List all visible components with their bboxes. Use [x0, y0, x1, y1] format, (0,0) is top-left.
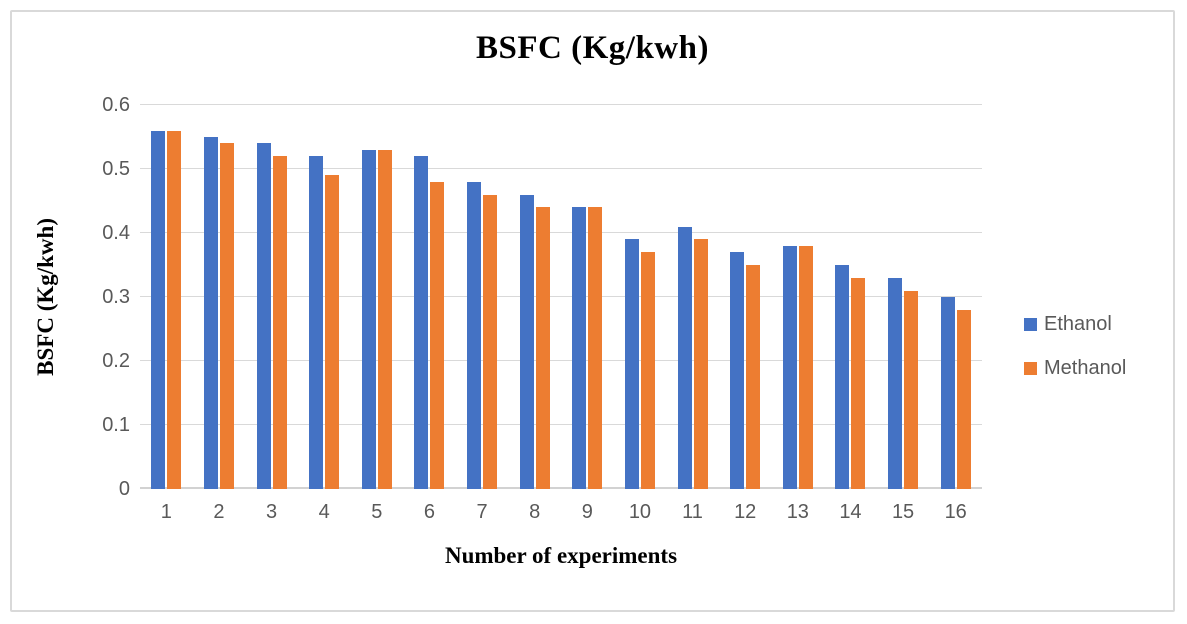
bar-group-11 [666, 105, 719, 489]
y-tick-0.2: 0.2 [102, 350, 130, 372]
bar-group-12 [719, 105, 772, 489]
legend-label-ethanol: Ethanol [1044, 313, 1112, 335]
bar-ethanol-11 [677, 226, 692, 489]
x-tick-3: 3 [266, 501, 278, 523]
bar-ethanol-3 [256, 143, 271, 489]
x-tick-1: 1 [160, 501, 172, 523]
bar-methanol-16 [956, 309, 971, 489]
x-tick-8: 8 [529, 501, 541, 523]
y-axis-ticks: 0 0.1 0.2 0.3 0.4 0.5 0.6 [12, 95, 130, 499]
chart-frame: BSFC (Kg/kwh) BSFC (Kg/kwh) 0 0.1 0.2 0.3 0.… [10, 10, 1175, 612]
bar-ethanol-2 [203, 137, 218, 489]
bar-ethanol-7 [467, 181, 482, 489]
y-tick-0: 0 [118, 478, 130, 500]
bar-methanol-8 [535, 207, 550, 489]
x-tick-14: 14 [839, 501, 862, 523]
bar-methanol-9 [588, 207, 603, 489]
bar-group-13 [772, 105, 825, 489]
x-axis-line [140, 487, 982, 489]
bar-methanol-11 [693, 239, 708, 489]
gridline-0.1 [140, 424, 982, 425]
bar-group-4 [298, 105, 351, 489]
bar-group-3 [245, 105, 298, 489]
bar-group-14 [824, 105, 877, 489]
x-tick-13: 13 [786, 501, 809, 523]
bar-group-10 [614, 105, 667, 489]
bar-group-7 [456, 105, 509, 489]
gridline-0.5 [140, 168, 982, 169]
y-tick-0.5: 0.5 [102, 158, 130, 180]
bar-methanol-15 [904, 290, 919, 489]
bar-group-1 [140, 105, 193, 489]
x-tick-11: 11 [682, 501, 703, 523]
x-axis-title: Number of experiments [444, 543, 678, 568]
bar-group-6 [403, 105, 456, 489]
bar-methanol-2 [219, 143, 234, 489]
bar-ethanol-5 [361, 149, 376, 489]
x-tick-2: 2 [213, 501, 225, 523]
bar-ethanol-15 [888, 277, 903, 489]
bar-group-2 [193, 105, 246, 489]
x-tick-10: 10 [628, 501, 652, 523]
x-tick-16: 16 [944, 501, 967, 523]
bar-ethanol-13 [782, 245, 797, 489]
gridline-0.3 [140, 296, 982, 297]
bar-ethanol-16 [940, 297, 955, 489]
x-tick-6: 6 [423, 501, 435, 523]
bar-group-16 [929, 105, 982, 489]
bar-group-15 [877, 105, 930, 489]
legend: Ethanol Methanol [1024, 313, 1126, 380]
bar-group-5 [351, 105, 404, 489]
bar-methanol-1 [167, 130, 182, 489]
x-tick-5: 5 [371, 501, 383, 523]
x-tick-7: 7 [476, 501, 488, 523]
x-axis-labels: 1 2 3 4 5 6 7 8 9 10 11 12 13 14 15 16 [140, 501, 982, 524]
bar-ethanol-4 [309, 156, 324, 489]
gridline-0.4 [140, 232, 982, 233]
bar-group-9 [561, 105, 614, 489]
methanol-legend-marker-icon [1024, 362, 1037, 375]
chart-title: BSFC (Kg/kwh) [476, 30, 709, 66]
y-tick-0.6: 0.6 [102, 94, 130, 116]
bar-methanol-13 [798, 245, 813, 489]
bar-groups [140, 105, 982, 489]
bar-methanol-5 [377, 149, 392, 489]
bar-ethanol-8 [519, 194, 534, 489]
bar-methanol-3 [272, 156, 287, 489]
bar-methanol-14 [851, 277, 866, 489]
bar-ethanol-10 [624, 239, 639, 489]
bar-ethanol-9 [572, 207, 587, 489]
bar-methanol-4 [325, 175, 340, 489]
bar-methanol-10 [640, 252, 655, 489]
gridline-0.6 [140, 104, 982, 105]
x-tick-15: 15 [891, 501, 915, 523]
x-tick-4: 4 [318, 501, 330, 523]
y-tick-0.3: 0.3 [102, 286, 130, 308]
legend-item-ethanol: Ethanol [1024, 313, 1126, 336]
ethanol-legend-marker-icon [1024, 318, 1037, 331]
bar-methanol-12 [746, 265, 761, 489]
bar-ethanol-1 [151, 130, 166, 489]
bar-group-8 [508, 105, 561, 489]
y-tick-0.4: 0.4 [102, 222, 130, 244]
bar-methanol-6 [430, 181, 445, 489]
x-tick-9: 9 [581, 501, 593, 523]
plot-area [140, 104, 982, 489]
bar-ethanol-6 [414, 156, 429, 489]
x-tick-12: 12 [734, 501, 757, 523]
y-tick-0.1: 0.1 [102, 414, 130, 436]
legend-item-methanol: Methanol [1024, 357, 1126, 380]
gridline-0.2 [140, 360, 982, 361]
legend-label-methanol: Methanol [1044, 357, 1127, 379]
bar-ethanol-14 [835, 265, 850, 489]
bar-ethanol-12 [730, 252, 745, 489]
bar-methanol-7 [483, 194, 498, 489]
